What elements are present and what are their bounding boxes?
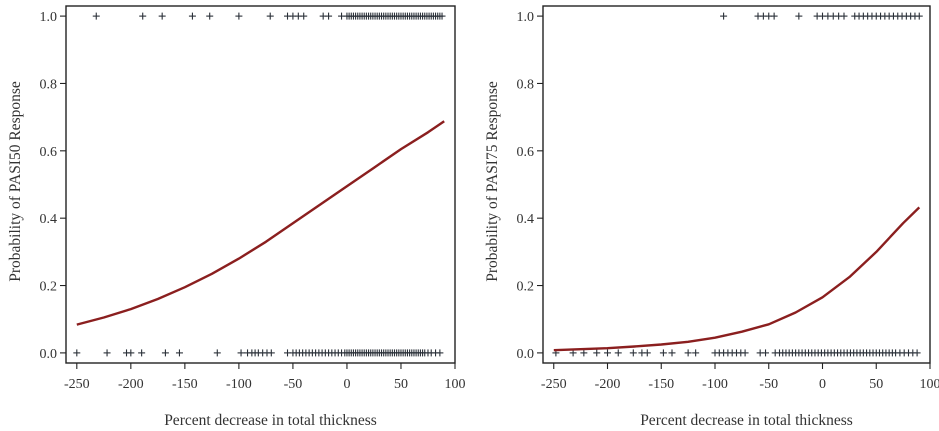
pasi50-x-axis-title: Percent decrease in total thickness — [164, 412, 377, 429]
pasi75-data-point — [684, 349, 692, 357]
pasi50-data-point — [188, 12, 196, 20]
pasi50-data-point — [92, 12, 100, 20]
pasi50-plot-frame — [65, 5, 456, 364]
pasi50-x-tick-label: 100 — [445, 377, 466, 392]
pasi50-data-point — [267, 349, 275, 357]
pasi75-plot-frame — [542, 5, 931, 364]
pasi50-data-point — [103, 349, 111, 357]
pasi50-y-tick-label: 0.6 — [40, 145, 58, 160]
pasi75-x-tick-label: -50 — [759, 377, 778, 392]
pasi75-data-point — [614, 349, 622, 357]
pasi75-y-axis-title: Probability of PASI75 Response — [484, 81, 501, 282]
pasi75-data-point — [659, 349, 667, 357]
pasi50-y-tick-label: 0.0 — [40, 347, 58, 362]
left-chart-panel: -250 -200 -150 -100 -50 0 50 100 0.0 0.2 0.4 0.6 0.8… — [7, 5, 466, 429]
pasi75-data-point — [741, 349, 749, 357]
pasi50-data-point — [139, 12, 147, 20]
pasi50-y-tick-label: 1.0 — [40, 10, 58, 25]
pasi75-data-point — [762, 349, 770, 357]
pasi50-y-axis-title: Probability of PASI50 Response — [7, 81, 24, 282]
pasi50-data-point — [213, 349, 221, 357]
pasi50-data-point — [127, 349, 135, 357]
pasi75-x-tick-label: 100 — [920, 377, 939, 392]
pasi75-x-axis-title: Percent decrease in total thickness — [640, 412, 853, 429]
pasi50-x-tick-label: -200 — [118, 377, 144, 392]
pasi50-x-tick-label: -250 — [64, 377, 90, 392]
pasi75-x-tick-label: -150 — [648, 377, 674, 392]
pasi75-data-point — [770, 12, 778, 20]
pasi75-fitted-curve — [553, 206, 921, 352]
pasi75-data-point — [643, 349, 651, 357]
pasi50-data-point — [438, 12, 446, 20]
pasi75-x-tick-label: -200 — [595, 377, 621, 392]
pasi75-data-point — [913, 349, 921, 357]
pasi75-x-tick-label: -250 — [541, 377, 567, 392]
pasi50-y-tick-label: 0.2 — [40, 280, 58, 295]
pasi75-data-point — [580, 349, 588, 357]
pasi75-data-point — [692, 349, 700, 357]
pasi50-data-point — [300, 12, 308, 20]
pasi75-y-tick-label: 0.6 — [517, 145, 535, 160]
pasi75-chart: -250 -200 -150 -100 -50 0 50 100 0.0 0.2 0.4 0.6 0.8… — [484, 5, 939, 429]
pasi75-data-point — [915, 12, 923, 20]
pasi50-chart: -250 -200 -150 -100 -50 0 50 100 0.0 0.2 0.4 0.6 0.8… — [7, 5, 466, 429]
pasi50-x-tick-label: 0 — [343, 377, 350, 392]
pasi50-data-point — [325, 12, 333, 20]
pasi75-data-point — [629, 349, 637, 357]
pasi50-data-point — [235, 12, 243, 20]
pasi75-data-point — [604, 349, 611, 357]
pasi50-data-point — [436, 349, 444, 357]
right-chart-panel: -250 -200 -150 -100 -50 0 50 100 0.0 0.2 0.4 0.6 0.8… — [470, 0, 939, 431]
pasi50-x-tick-label: -50 — [284, 377, 303, 392]
pasi50-x-tick-label: 50 — [394, 377, 408, 392]
pasi75-data-point — [668, 349, 676, 357]
pasi50-y-tick-label: 0.4 — [40, 212, 58, 227]
pasi50-y-tick-label: 0.8 — [40, 77, 58, 92]
pasi50-data-point — [161, 349, 169, 357]
pasi50-data-point — [138, 349, 146, 357]
pasi75-y-tick-label: 1.0 — [517, 10, 535, 25]
pasi50-data-point — [266, 12, 274, 20]
pasi75-x-tick-label: 0 — [819, 377, 826, 392]
pasi50-fitted-curve — [76, 120, 445, 326]
pasi75-data-point — [795, 12, 803, 20]
pasi50-data-point — [158, 12, 166, 20]
pasi75-data-point — [720, 12, 728, 20]
pasi75-y-tick-label: 0.4 — [517, 212, 535, 227]
pasi50-data-point — [237, 349, 245, 357]
pasi75-x-tick-label: -100 — [702, 377, 728, 392]
pasi50-x-tick-label: -150 — [172, 377, 198, 392]
pasi75-y-tick-label: 0.8 — [517, 77, 535, 92]
pasi75-x-tick-label: 50 — [869, 377, 883, 392]
pasi50-data-point — [175, 349, 183, 357]
pasi75-y-tick-label: 0.2 — [517, 280, 535, 295]
pasi50-data-point — [206, 12, 214, 20]
pasi75-data-point — [593, 349, 601, 357]
pasi50-x-tick-label: -100 — [226, 377, 252, 392]
pasi75-data-point — [840, 12, 848, 20]
pasi50-data-point — [73, 349, 81, 357]
pasi75-y-tick-label: 0.0 — [517, 347, 535, 362]
